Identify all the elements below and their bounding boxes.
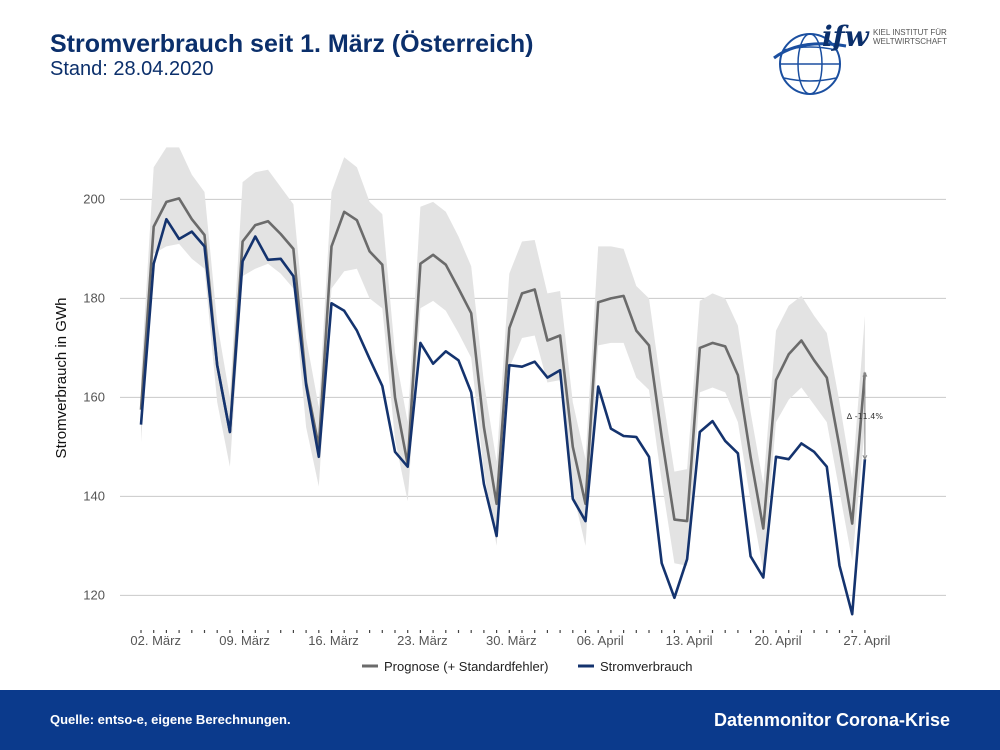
y-tick-label: 160 bbox=[83, 389, 105, 404]
footer-source: Quelle: entso-e, eigene Berechnungen. bbox=[50, 712, 291, 727]
footer-bar: Quelle: entso-e, eigene Berechnungen. Da… bbox=[0, 690, 1000, 750]
y-tick-label: 120 bbox=[83, 587, 105, 602]
forecast-error-band bbox=[141, 147, 865, 571]
legend-label-prognose: Prognose (+ Standardfehler) bbox=[384, 659, 548, 674]
x-tick-label: 02. März bbox=[130, 633, 181, 648]
difference-annotation: ∆ -11.4% bbox=[846, 371, 884, 461]
x-tick-label: 09. März bbox=[219, 633, 270, 648]
y-tick-labels: 120 140 160 180 200 bbox=[83, 191, 105, 602]
arrow-head-top bbox=[862, 371, 868, 377]
arrow-head-bottom bbox=[862, 455, 868, 461]
x-tick-label: 20. April bbox=[755, 633, 802, 648]
globe-icon bbox=[773, 33, 847, 95]
page-subtitle: Stand: 28.04.2020 bbox=[50, 58, 214, 80]
logo-line-1: KIEL INSTITUT FÜR bbox=[873, 28, 947, 37]
legend-label-stromverbrauch: Stromverbrauch bbox=[600, 659, 692, 674]
ifw-logo: ifw KIEL INSTITUT FÜR WELTWIRTSCHAFT bbox=[773, 20, 947, 95]
difference-label: ∆ -11.4% bbox=[846, 412, 884, 421]
legend: Prognose (+ Standardfehler) Stromverbrau… bbox=[362, 659, 692, 674]
x-tick-label: 30. März bbox=[486, 633, 537, 648]
y-tick-label: 140 bbox=[83, 488, 105, 503]
logo-wordmark: ifw bbox=[822, 20, 870, 53]
y-axis-title: Stromverbrauch in GWh bbox=[53, 298, 70, 459]
consumption-chart: 120 140 160 180 200 02. März 09. März 16. März… bbox=[53, 147, 946, 674]
y-tick-label: 180 bbox=[83, 290, 105, 305]
page-title: Stromverbrauch seit 1. März (Österreich) bbox=[50, 30, 534, 58]
x-tick-label: 16. März bbox=[308, 633, 359, 648]
footer-brand: Datenmonitor Corona-Krise bbox=[713, 710, 950, 730]
x-tick-label: 06. April bbox=[577, 633, 624, 648]
x-tick-labels: 02. März 09. März 16. März 23. März 30. März… bbox=[130, 630, 890, 648]
forecast-band bbox=[141, 147, 865, 571]
y-tick-label: 200 bbox=[83, 191, 105, 206]
stromverbrauch-line bbox=[139, 217, 867, 616]
x-tick-label: 23. März bbox=[397, 633, 448, 648]
prognose-line bbox=[139, 197, 867, 530]
x-tick-label: 13. April bbox=[666, 633, 713, 648]
series-lines bbox=[139, 197, 867, 616]
logo-line-2: WELTWIRTSCHAFT bbox=[873, 37, 947, 46]
x-tick-label: 27. April bbox=[843, 633, 890, 648]
